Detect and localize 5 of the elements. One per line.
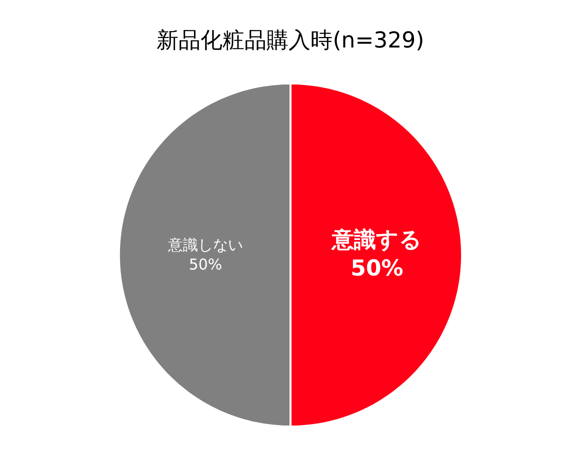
data-label: 50% (188, 256, 222, 274)
slice-label: 意識しない (167, 236, 243, 254)
data-label: 50% (350, 256, 404, 282)
slice-label: 意識する (331, 228, 422, 253)
chart-title: 新品化粧品購入時(n=329) (156, 28, 424, 54)
